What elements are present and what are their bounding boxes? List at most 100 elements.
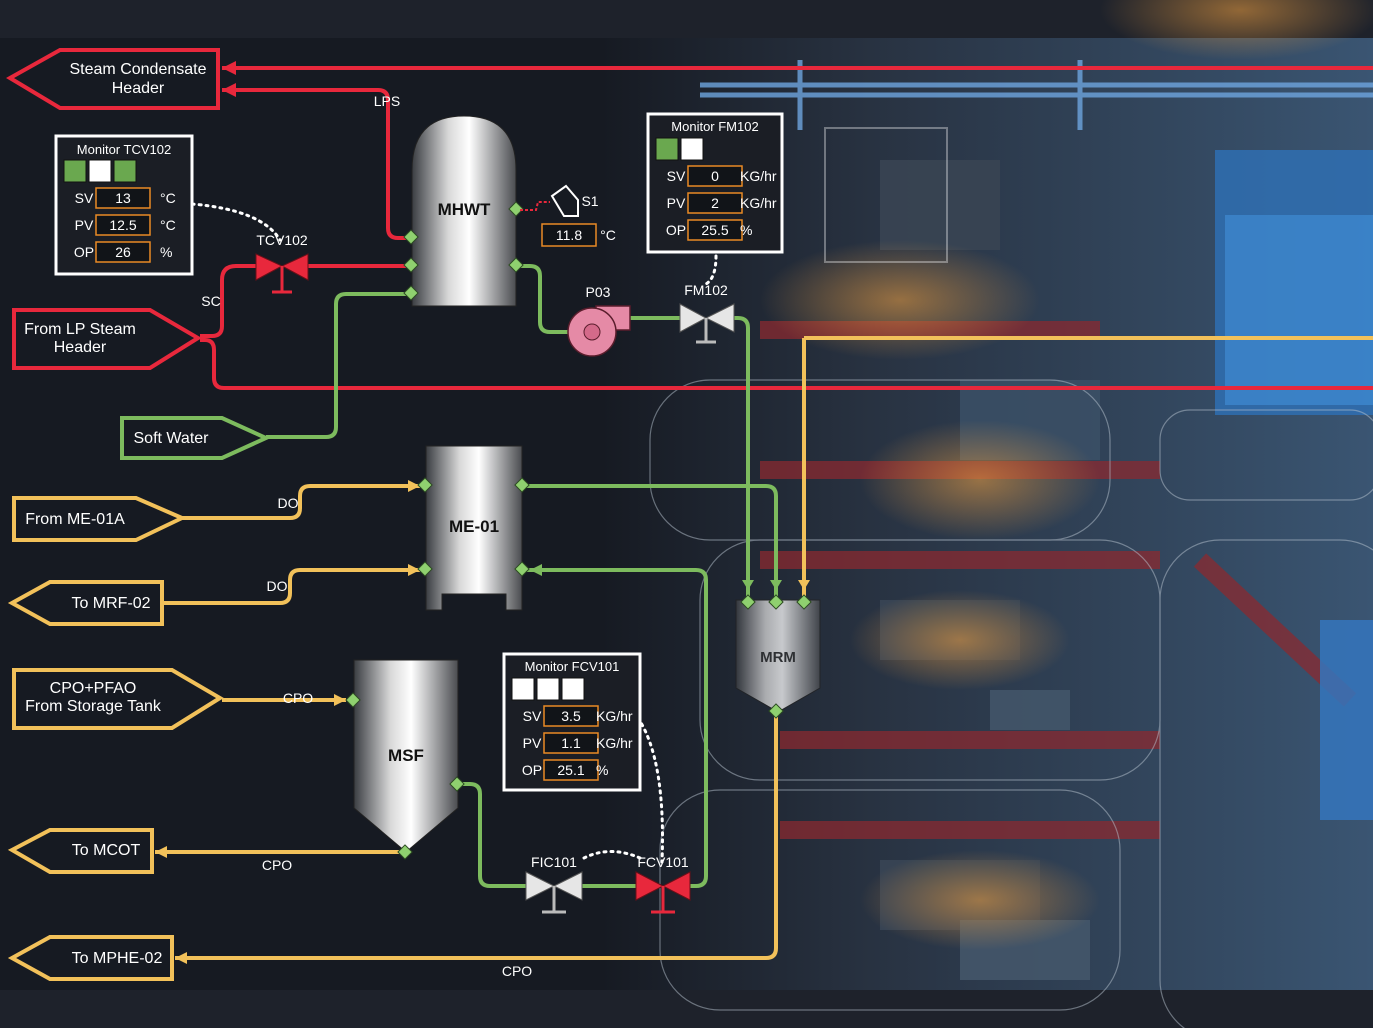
control-links (190, 202, 718, 864)
water-lines (266, 264, 778, 888)
monitor-value-box (543, 705, 599, 727)
cpo-mphe02-label: CPO (502, 963, 532, 979)
tcv102-label: TCV102 (256, 232, 308, 248)
monitor-row-label: PV (667, 195, 686, 211)
monitor-fm102-title: Monitor FM102 (671, 119, 758, 134)
monitor-fcv101[interactable]: Monitor FCV101 SV 3.5 KG/hr PV 1.1 KG/hr OP 25.… (502, 652, 642, 792)
steam-condensate-label-2: Header (112, 80, 165, 97)
sensor-s1[interactable]: S1 11.8 °C (520, 184, 616, 247)
monitor-value-box (687, 219, 743, 241)
monitor-row-unit: KG/hr (740, 168, 777, 184)
stream-from-me01a[interactable]: From ME-01A (12, 496, 187, 542)
stream-to-mphe02[interactable]: To MPHE-02 (7, 935, 174, 981)
monitor-row-unit: % (740, 222, 752, 238)
fm102-to-mrm-line (734, 316, 750, 600)
cpo-pfao-label-2: From Storage Tank (25, 698, 162, 715)
monitor-row-label: PV (523, 735, 542, 751)
monitor-row-unit: KG/hr (740, 195, 777, 211)
mrm-vessel[interactable]: MRM (735, 599, 821, 713)
stream-lp-steam-header[interactable]: From LP Steam Header (12, 308, 202, 370)
status-lamp (536, 677, 560, 701)
do-inlet-label: DO (278, 495, 299, 511)
stream-soft-water[interactable]: Soft Water (120, 416, 271, 460)
oil-lines (155, 335, 1373, 960)
status-lamp (680, 137, 704, 161)
monitor-row-label: SV (667, 168, 686, 184)
status-lamp (561, 677, 585, 701)
to-mcot-label: To MCOT (72, 842, 141, 859)
stream-to-mcot[interactable]: To MCOT (7, 828, 154, 874)
monitor-tcv102[interactable]: Monitor TCV102 SV 13 °C PV 12.5 °C OP 26% (54, 134, 194, 276)
status-lamp (655, 137, 679, 161)
monitor-row-value: 0 (711, 168, 719, 184)
cpo-pfao-label-1: CPO+PFAO (50, 680, 137, 697)
to-mrf02-label: To MRF-02 (71, 595, 150, 612)
stream-steam-condensate-header[interactable]: Steam Condensate Header (6, 48, 220, 110)
monitor-row-label: OP (74, 244, 94, 260)
monitor-row-unit: °C (160, 217, 176, 233)
mhwt-to-p03-line (516, 264, 568, 334)
monitor-value-box (543, 732, 599, 754)
me01-vessel[interactable]: ME-01 (425, 445, 523, 611)
mrm-to-mphe02-line (175, 712, 778, 960)
monitor-row-value: 26 (115, 244, 131, 260)
monitor-row-value: 3.5 (561, 708, 581, 724)
stream-to-mrf02[interactable]: To MRF-02 (7, 580, 164, 626)
monitor-row-label: PV (75, 217, 94, 233)
lp-steam-label-1: From LP Steam (24, 321, 136, 338)
connection-nodes (345, 201, 812, 860)
monitor-row-value: 13 (115, 190, 131, 206)
valve-fic101[interactable]: FIC101 (525, 854, 583, 914)
monitor-row-label: SV (75, 190, 94, 206)
mhwt-label: MHWT (438, 200, 491, 219)
from-me01a-label: From ME-01A (25, 511, 125, 528)
monitor-fcv101-title: Monitor FCV101 (525, 659, 620, 674)
soft-water-line (266, 292, 410, 439)
lps-line-label: LPS (374, 93, 400, 109)
cpo-mcot-label: CPO (262, 857, 292, 873)
lps-line (222, 88, 412, 240)
s1-unit: °C (600, 227, 616, 243)
me01-to-mrm-line (524, 484, 778, 600)
valve-tcv102[interactable]: TCV102 (255, 232, 309, 294)
monitor-row-value: 1.1 (561, 735, 581, 751)
to-mphe02-label: To MPHE-02 (72, 950, 163, 967)
me01-label: ME-01 (449, 517, 499, 536)
monitor-row-label: OP (666, 222, 686, 238)
monitor-row-unit: % (160, 244, 172, 260)
pump-p03[interactable]: P03 (567, 284, 631, 357)
monitor-row-label: SV (523, 708, 542, 724)
msf-vessel[interactable]: MSF (353, 659, 459, 853)
status-lamp (63, 159, 87, 183)
do-outlet-label: DO (267, 578, 288, 594)
msf-label: MSF (388, 746, 424, 765)
steam-condensate-label-1: Steam Condensate (70, 61, 207, 78)
monitor-row-value: 25.1 (557, 762, 584, 778)
valve-fm102[interactable]: FM102 (679, 282, 735, 344)
monitor-row-value: 2 (711, 195, 719, 211)
sc-line-label: SC (201, 293, 220, 309)
monitor-row-label: OP (522, 762, 542, 778)
sc-line (200, 264, 258, 338)
monitor-row-unit: °C (160, 190, 176, 206)
status-lamp (113, 159, 137, 183)
mhwt-tank[interactable]: MHWT (411, 115, 517, 307)
status-lamp (88, 159, 112, 183)
status-lamp (511, 677, 535, 701)
monitor-row-unit: KG/hr (596, 735, 633, 751)
mrm-label: MRM (760, 649, 796, 666)
flow-arrows (155, 61, 810, 964)
cpo-inlet-label: CPO (283, 690, 313, 706)
stream-cpo-pfao[interactable]: CPO+PFAO From Storage Tank (12, 668, 224, 730)
monitor-row-unit: KG/hr (596, 708, 633, 724)
monitor-value-box (95, 214, 151, 236)
do-inlet-line (182, 484, 420, 520)
sensor-s1-icon (550, 184, 579, 217)
lp-steam-label-2: Header (54, 339, 107, 356)
soft-water-label: Soft Water (134, 430, 210, 447)
steam-lines (200, 66, 1373, 390)
monitor-fm102[interactable]: Monitor FM102 SV 0 KG/hr PV 2 KG/hr OP 25.5% (646, 112, 784, 254)
monitor-value-box (95, 187, 151, 209)
